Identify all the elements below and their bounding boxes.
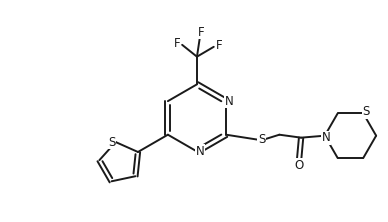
Text: N: N <box>225 95 233 108</box>
Text: S: S <box>362 105 370 118</box>
Text: O: O <box>294 159 304 172</box>
Text: N: N <box>196 145 204 158</box>
Text: S: S <box>108 136 115 149</box>
Text: F: F <box>197 26 204 38</box>
Text: F: F <box>174 37 180 50</box>
Text: F: F <box>217 39 223 52</box>
Text: N: N <box>321 131 330 144</box>
Text: S: S <box>258 133 265 146</box>
